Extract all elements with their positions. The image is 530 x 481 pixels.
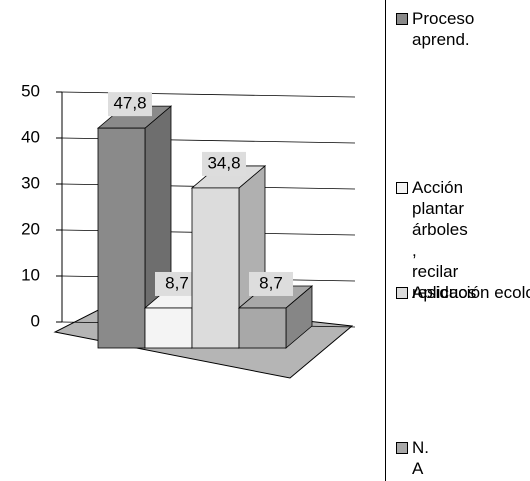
data-label-box xyxy=(108,92,152,117)
y-tick-label: 0 xyxy=(31,311,40,330)
chart: 0 10 20 30 40 50 47,8 8,7 34,8 8,7 xyxy=(21,81,356,379)
bar xyxy=(191,187,240,349)
y-tick-label: 20 xyxy=(21,219,40,238)
y-tick-label: 40 xyxy=(21,127,40,146)
legend: Proceso aprend. Acción plantar árboles , … xyxy=(385,0,530,481)
bar xyxy=(97,127,146,349)
legend-swatch xyxy=(396,182,408,194)
bar xyxy=(238,307,287,349)
legend-swatch xyxy=(396,287,408,299)
y-tick-label: 10 xyxy=(21,265,40,284)
grid-line xyxy=(61,91,356,98)
legend-item: N. A xyxy=(392,437,530,479)
legend-item: Acción plantar árboles , recilar residuo… xyxy=(392,177,530,303)
bar xyxy=(144,307,193,349)
data-label: 47,8 xyxy=(113,94,146,113)
legend-swatch xyxy=(396,442,408,454)
data-label: 8,7 xyxy=(259,273,283,292)
legend-item: Proceso aprend. xyxy=(392,8,530,50)
data-label: 8,7 xyxy=(165,273,189,292)
legend-label: Acción plantar árboles , recilar residuo… xyxy=(412,178,477,302)
y-tick-label: 30 xyxy=(21,173,40,192)
data-label-box xyxy=(202,151,246,176)
legend-label: N. A xyxy=(412,438,429,478)
data-label-box xyxy=(249,271,293,296)
legend-item: Aplicación ecología xyxy=(392,282,530,303)
legend-swatch xyxy=(396,13,408,25)
y-tick-label: 50 xyxy=(21,81,40,100)
data-label: 34,8 xyxy=(207,153,240,172)
legend-label: Proceso aprend. xyxy=(412,9,475,49)
legend-label: Aplicación ecología xyxy=(412,283,530,302)
